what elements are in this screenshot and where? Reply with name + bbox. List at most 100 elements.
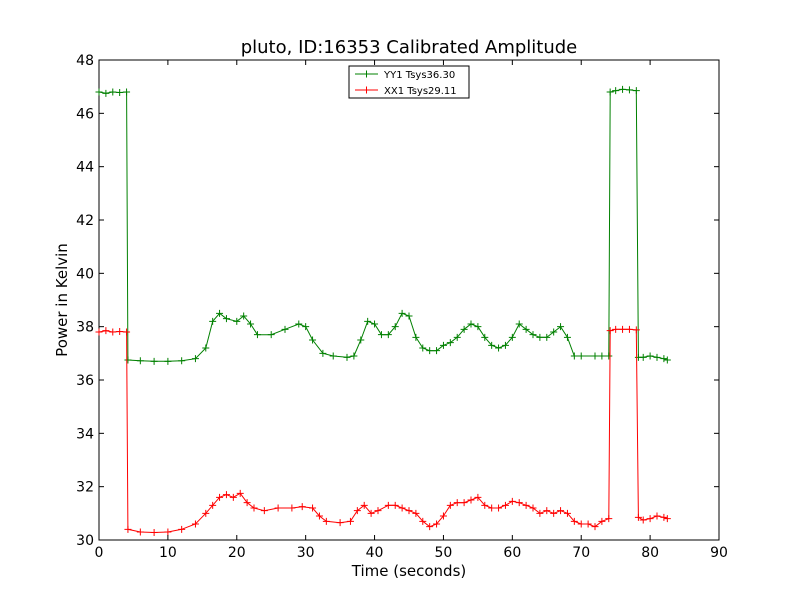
data-point-marker (95, 88, 103, 96)
data-point-marker (391, 323, 399, 331)
legend: YY1 Tsys36.30 XX1 Tsys29.11 (348, 65, 470, 99)
data-point-marker (116, 327, 124, 335)
legend-entries: YY1 Tsys36.30 XX1 Tsys29.11 (355, 70, 457, 97)
data-point-marker (460, 325, 468, 333)
data-point-marker (419, 517, 427, 525)
data-point-marker (191, 355, 199, 363)
data-point-marker (336, 519, 344, 527)
data-point-marker (281, 325, 289, 333)
data-point-marker (124, 356, 132, 364)
data-point-marker (322, 517, 330, 525)
data-point-marker (453, 499, 461, 507)
data-point-marker (216, 309, 224, 317)
data-point-marker (109, 328, 117, 336)
series-layer (95, 85, 671, 537)
data-point-marker (501, 501, 509, 509)
data-point-marker (412, 509, 420, 517)
data-point-marker (222, 491, 230, 499)
data-point-marker (557, 507, 565, 515)
data-point-marker (426, 523, 434, 531)
data-point-marker (164, 528, 172, 536)
data-point-marker (453, 333, 461, 341)
data-point-marker (660, 355, 668, 363)
x-axis-label: Time (seconds) (351, 562, 467, 580)
data-point-marker (625, 86, 633, 94)
data-point-marker (605, 515, 613, 523)
data-point-marker (606, 88, 614, 96)
data-point-marker (371, 320, 379, 328)
data-point-marker (202, 509, 210, 517)
data-point-marker (467, 496, 475, 504)
data-point-marker (612, 87, 620, 95)
data-point-marker (260, 507, 268, 515)
data-point-marker (419, 344, 427, 352)
data-point-marker (405, 312, 413, 320)
data-point-marker (591, 523, 599, 531)
data-point-marker (646, 352, 654, 360)
x-tick-label: 10 (159, 545, 177, 561)
data-point-marker (374, 507, 382, 515)
data-point-marker (364, 317, 372, 325)
data-point-marker (240, 312, 248, 320)
data-point-marker (632, 87, 640, 95)
y-tick-label: 30 (76, 533, 94, 549)
data-point-marker (663, 356, 671, 364)
data-point-marker (202, 344, 210, 352)
data-point-marker (550, 328, 558, 336)
data-point-marker (474, 323, 482, 331)
data-point-marker (398, 504, 406, 512)
data-point-marker (550, 509, 558, 517)
data-point-marker (653, 512, 661, 520)
data-point-marker (446, 339, 454, 347)
data-point-marker (508, 333, 516, 341)
data-point-marker (433, 347, 441, 355)
series-0 (95, 85, 671, 365)
data-point-marker (350, 352, 358, 360)
data-point-marker (481, 333, 489, 341)
data-point-marker (274, 504, 282, 512)
data-point-marker (102, 327, 110, 335)
legend-label: XX1 Tsys29.11 (384, 86, 457, 97)
data-point-marker (123, 328, 131, 336)
data-point-marker (164, 357, 172, 365)
data-point-marker (229, 493, 237, 501)
data-point-marker (467, 320, 475, 328)
data-point-marker (405, 507, 413, 515)
data-point-marker (384, 331, 392, 339)
y-tick-label: 32 (76, 480, 94, 496)
data-point-marker (357, 336, 365, 344)
data-point-marker (267, 331, 275, 339)
data-point-marker (639, 353, 647, 361)
data-point-marker (591, 352, 599, 360)
x-tick-label: 60 (503, 545, 521, 561)
data-point-marker (577, 352, 585, 360)
data-point-marker (446, 501, 454, 509)
data-point-marker (474, 493, 482, 501)
x-tick-label: 0 (95, 545, 104, 561)
data-point-marker (501, 341, 509, 349)
data-point-marker (178, 525, 186, 533)
data-point-marker (412, 333, 420, 341)
data-point-marker (253, 331, 261, 339)
x-tick-label: 20 (228, 545, 246, 561)
data-point-marker (543, 333, 551, 341)
data-point-marker (619, 85, 627, 93)
data-point-marker (653, 353, 661, 361)
data-point-marker (329, 352, 337, 360)
data-point-marker (632, 326, 640, 334)
legend-marker (363, 70, 370, 78)
legend-box (348, 65, 470, 99)
data-point-marker (136, 528, 144, 536)
data-point-marker (563, 333, 571, 341)
data-point-marker (584, 520, 592, 528)
data-point-marker (243, 499, 251, 507)
y-tick-label: 48 (76, 53, 94, 69)
data-point-marker (543, 507, 551, 515)
data-point-marker (557, 323, 565, 331)
data-point-marker (515, 499, 523, 507)
data-point-marker (150, 529, 158, 537)
plot-area (98, 59, 720, 541)
data-point-marker (634, 513, 642, 521)
legend-label: YY1 Tsys36.30 (383, 70, 455, 81)
